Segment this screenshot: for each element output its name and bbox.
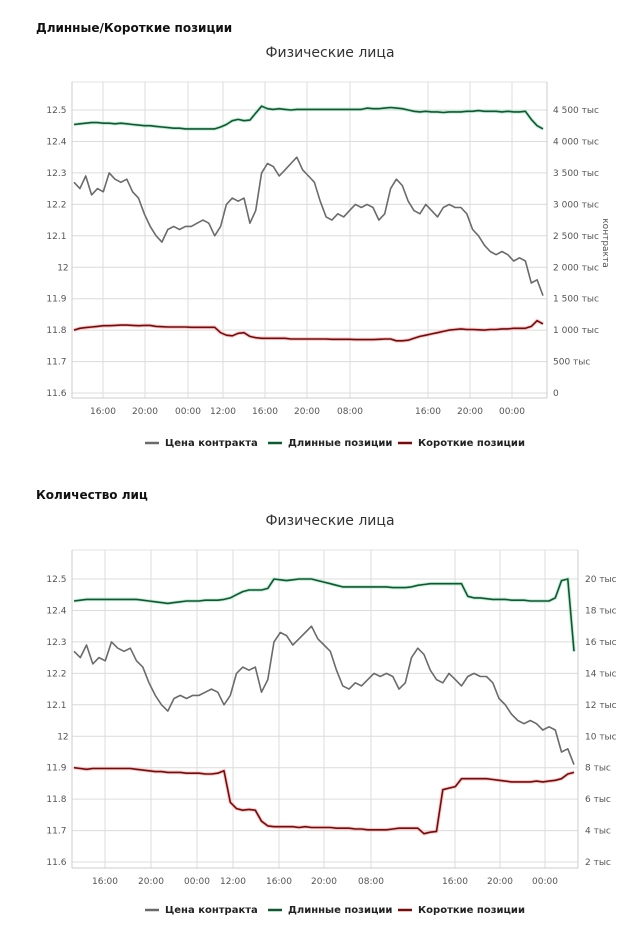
right-tick-label: 14 тыс bbox=[585, 669, 617, 679]
x-tick-label: 16:00 bbox=[90, 407, 116, 417]
long-positions-line bbox=[73, 105, 544, 130]
x-tick-label: 08:00 bbox=[358, 877, 384, 887]
price-line bbox=[73, 625, 575, 765]
right-tick-label: 16 тыс bbox=[585, 638, 617, 648]
x-tick-label: 20:00 bbox=[294, 407, 320, 417]
short-positions-line bbox=[73, 766, 575, 835]
left-tick-label: 12.1 bbox=[46, 232, 66, 242]
right-tick-label: 3 500 тыс bbox=[553, 169, 599, 179]
left-tick-label: 12 bbox=[57, 263, 68, 273]
right-tick-label: 1 000 тыс bbox=[553, 326, 599, 336]
short-positions-line-glow bbox=[73, 318, 544, 343]
x-tick-label: 12:00 bbox=[220, 877, 246, 887]
left-tick-label: 11.9 bbox=[46, 295, 66, 305]
x-tick-label: 12:00 bbox=[210, 407, 236, 417]
short-positions-line bbox=[73, 319, 544, 342]
x-tick-label: 20:00 bbox=[311, 877, 337, 887]
right-tick-label: 500 тыс bbox=[553, 358, 590, 368]
left-tick-label: 11.6 bbox=[46, 389, 66, 399]
right-tick-label: 12 тыс bbox=[585, 701, 617, 711]
left-tick-label: 11.7 bbox=[46, 827, 66, 837]
left-tick-label: 12.4 bbox=[46, 606, 66, 616]
right-tick-label: 2 500 тыс bbox=[553, 232, 599, 242]
price-line bbox=[73, 156, 544, 296]
x-tick-label: 16:00 bbox=[415, 407, 441, 417]
left-tick-label: 12.3 bbox=[46, 169, 66, 179]
x-tick-label: 20:00 bbox=[457, 407, 483, 417]
x-tick-label: 00:00 bbox=[532, 877, 558, 887]
legend-item[interactable]: Длинные позиции bbox=[288, 438, 392, 449]
right-tick-label: 18 тыс bbox=[585, 606, 617, 616]
legend-item[interactable]: Длинные позиции bbox=[288, 905, 392, 916]
left-tick-label: 11.9 bbox=[46, 764, 66, 774]
left-tick-label: 12 bbox=[57, 732, 68, 742]
left-tick-label: 12.1 bbox=[46, 701, 66, 711]
x-tick-label: 20:00 bbox=[132, 407, 158, 417]
section-title-count: Количество лиц bbox=[36, 488, 148, 502]
left-tick-label: 12.3 bbox=[46, 638, 66, 648]
chart-title-2: Физические лица bbox=[265, 513, 395, 529]
right-tick-label: 10 тыс bbox=[585, 732, 617, 742]
x-tick-label: 20:00 bbox=[487, 877, 513, 887]
left-tick-label: 11.7 bbox=[46, 358, 66, 368]
left-tick-label: 12.2 bbox=[46, 669, 66, 679]
right-tick-label: 2 000 тыс bbox=[553, 263, 599, 273]
left-tick-label: 12.5 bbox=[46, 575, 66, 585]
long-positions-line bbox=[73, 578, 575, 652]
right-tick-label: 1 500 тыс bbox=[553, 295, 599, 305]
right-tick-label: 2 тыс bbox=[585, 858, 611, 868]
left-tick-label: 12.2 bbox=[46, 200, 66, 210]
legend-item[interactable]: Цена контракта bbox=[165, 905, 258, 916]
left-tick-label: 11.6 bbox=[46, 858, 66, 868]
x-tick-label: 20:00 bbox=[138, 877, 164, 887]
x-tick-label: 16:00 bbox=[266, 877, 292, 887]
right-tick-label: 6 тыс bbox=[585, 795, 611, 805]
left-tick-label: 12.5 bbox=[46, 106, 66, 116]
section-title-positions: Длинные/Короткие позиции bbox=[36, 21, 233, 35]
right-tick-label: 4 тыс bbox=[585, 827, 611, 837]
x-tick-label: 16:00 bbox=[252, 407, 278, 417]
x-tick-label: 00:00 bbox=[175, 407, 201, 417]
legend-item[interactable]: Цена контракта bbox=[165, 438, 258, 449]
x-tick-label: 16:00 bbox=[442, 877, 468, 887]
left-tick-label: 11.8 bbox=[46, 326, 66, 336]
x-tick-label: 00:00 bbox=[184, 877, 210, 887]
x-tick-label: 00:00 bbox=[499, 407, 525, 417]
chart-title-1: Физические лица bbox=[265, 45, 395, 61]
legend-item[interactable]: Короткие позиции bbox=[418, 905, 525, 916]
left-tick-label: 12.4 bbox=[46, 137, 66, 147]
right-tick-label: 4 500 тыс bbox=[553, 106, 599, 116]
x-tick-label: 16:00 bbox=[92, 877, 118, 887]
left-tick-label: 11.8 bbox=[46, 795, 66, 805]
right-tick-label: 3 000 тыс bbox=[553, 200, 599, 210]
right-axis-label: контракта bbox=[600, 218, 610, 268]
right-tick-label: 8 тыс bbox=[585, 764, 611, 774]
right-tick-label: 0 bbox=[553, 389, 559, 399]
right-tick-label: 20 тыс bbox=[585, 575, 617, 585]
x-tick-label: 08:00 bbox=[337, 407, 363, 417]
right-tick-label: 4 000 тыс bbox=[553, 137, 599, 147]
legend-item[interactable]: Короткие позиции bbox=[418, 438, 525, 449]
